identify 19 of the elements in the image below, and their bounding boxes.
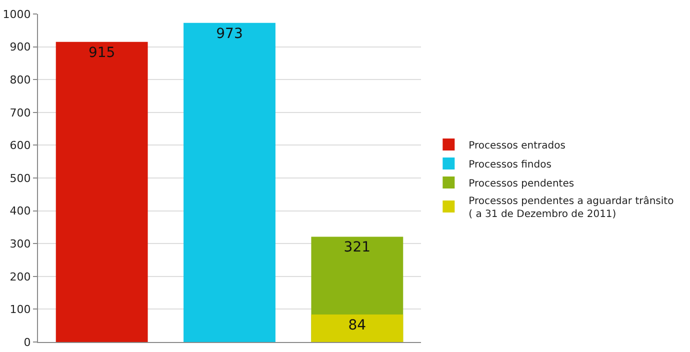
legend-label: Processos pendentes xyxy=(468,178,574,190)
legend-label: Processos findos xyxy=(468,159,552,170)
data-label: 973 xyxy=(216,26,243,42)
y-tick-label: 0 xyxy=(24,336,31,349)
legend-label: Processos pendentes a aguardar trânsito ( a 31 de Dezembro de 2011) xyxy=(468,196,674,220)
y-tick-label: 300 xyxy=(10,237,31,250)
data-label: 321 xyxy=(344,240,371,256)
y-tick-label: 100 xyxy=(10,303,31,316)
y-tick-label: 600 xyxy=(10,139,31,152)
data-label: 84 xyxy=(348,317,366,334)
y-tick-label: 1000 xyxy=(2,8,31,21)
y-tick-label: 200 xyxy=(10,270,31,284)
y-tick-label: 900 xyxy=(10,40,31,54)
data-label: 915 xyxy=(88,44,116,61)
legend-label: Processos entrados xyxy=(468,140,566,152)
y-tick-label: 500 xyxy=(10,172,31,185)
y-tick-label: 400 xyxy=(10,204,31,218)
y-tick-label: 700 xyxy=(10,106,31,120)
y-tick-label: 800 xyxy=(10,73,31,86)
